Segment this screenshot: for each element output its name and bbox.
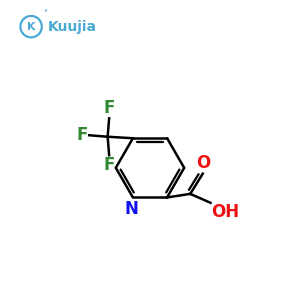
Text: K: K (27, 22, 35, 32)
Text: Kuujia: Kuujia (48, 20, 97, 34)
Text: F: F (103, 99, 115, 117)
Text: °: ° (43, 9, 47, 18)
Text: F: F (103, 156, 115, 174)
Text: N: N (124, 200, 138, 218)
Text: OH: OH (212, 203, 239, 221)
Text: F: F (77, 126, 88, 144)
Text: O: O (196, 154, 210, 172)
